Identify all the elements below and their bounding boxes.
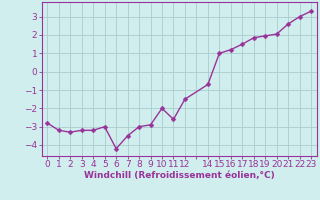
X-axis label: Windchill (Refroidissement éolien,°C): Windchill (Refroidissement éolien,°C) <box>84 171 275 180</box>
